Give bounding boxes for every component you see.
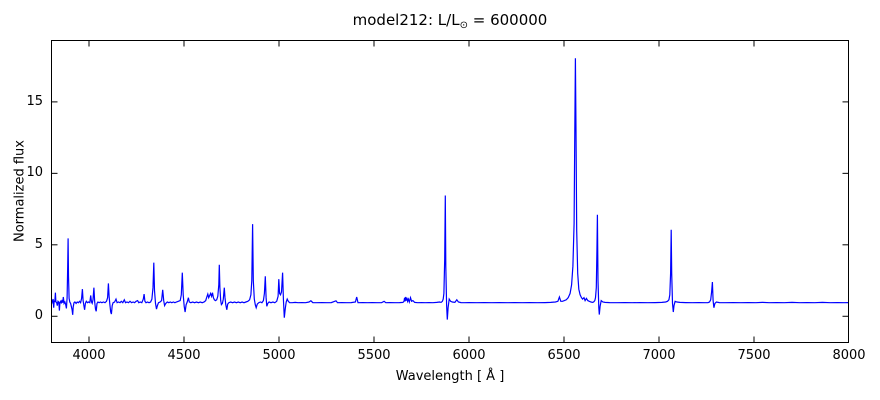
y-axis-label: Normalized flux [12, 140, 28, 242]
x-tick-label: 5500 [357, 348, 391, 363]
y-tick-label: 0 [34, 308, 43, 324]
x-tick-label: 4500 [167, 348, 201, 363]
sun-symbol-subscript: ⊙ [459, 20, 468, 31]
spectrum-line [51, 58, 849, 320]
y-tick-label: 5 [34, 236, 43, 252]
x-axis-label: Wavelength [ Å ] [395, 369, 505, 384]
x-tick-label: 8000 [832, 348, 866, 363]
x-tick-label: 6500 [547, 348, 581, 363]
plot-svg [51, 40, 849, 343]
x-tick-label: 6000 [452, 348, 486, 363]
plot-frame [51, 40, 849, 343]
y-tick-label: 10 [26, 165, 43, 181]
plot-area [51, 40, 849, 343]
plot-title-prefix: model212: L/L [352, 11, 460, 29]
plot-title-suffix: = 600000 [467, 11, 548, 29]
plot-title: model212: L/L⊙ = 600000 [51, 11, 849, 31]
x-tick-label: 7000 [642, 348, 676, 363]
y-tick-label: 15 [26, 93, 43, 109]
x-tick-label: 7500 [737, 348, 771, 363]
x-tick-label: 5000 [262, 348, 296, 363]
x-tick-label: 4000 [72, 348, 106, 363]
